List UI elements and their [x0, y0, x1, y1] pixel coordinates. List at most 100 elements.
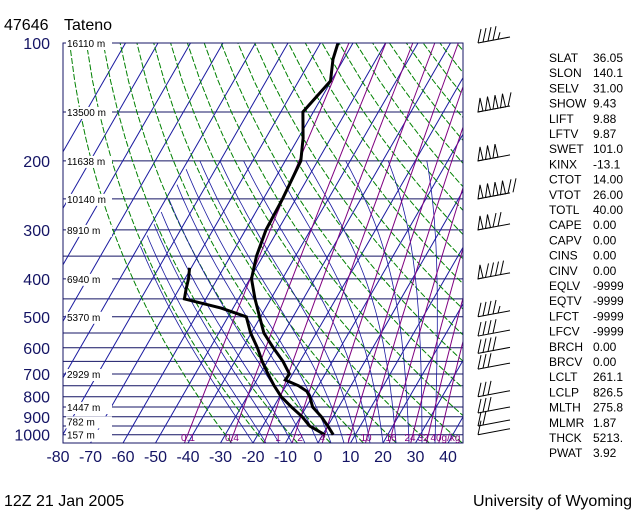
- mixing-ratio-line: [365, 125, 463, 443]
- index-brch-key: BRCH: [549, 340, 583, 354]
- height-label-bg: [66, 224, 112, 237]
- isotherm--40: [187, 43, 419, 443]
- dry-adiabat: [237, 43, 463, 362]
- mixing-ratio-label: 0.4: [225, 433, 239, 444]
- wind-barb-full: [482, 321, 487, 336]
- wind-barb-full: [487, 380, 492, 395]
- isotherm--90: [63, 43, 256, 379]
- temperature-tick-label: -10: [274, 449, 297, 466]
- temperature-tick-label: -30: [209, 449, 232, 466]
- index-lftv-key: LFTV: [549, 127, 578, 141]
- index-lclp-key: LCLP: [549, 385, 579, 399]
- index-cins-key: CINS: [549, 249, 578, 263]
- wind-barb-half: [497, 32, 501, 40]
- temperature-tick-label: 10: [342, 449, 360, 466]
- index-lftv-value: 9.87: [593, 127, 617, 141]
- wind-barb-full: [477, 354, 482, 370]
- index-mlmr-key: MLMR: [549, 416, 585, 430]
- dry-adiabat: [271, 43, 463, 310]
- pressure-label: 700: [23, 367, 50, 384]
- mixing-ratio-label: 2: [297, 433, 303, 444]
- wind-barb-full: [500, 260, 504, 275]
- isotherm--30: [220, 43, 451, 443]
- index-swet-key: SWET: [549, 142, 584, 156]
- pressure-label: 500: [23, 310, 50, 327]
- index-eqlv-value: -9999: [593, 279, 624, 293]
- wind-barb: [477, 380, 511, 398]
- height-label-bg: [66, 311, 112, 324]
- dry-adiabat: [170, 43, 430, 443]
- index-mlth-key: MLTH: [549, 401, 581, 415]
- index-ctot-value: 14.00: [593, 173, 623, 187]
- wind-barb-full: [497, 212, 502, 227]
- index-brch-value: 0.00: [593, 340, 617, 354]
- isotherm-30: [415, 359, 463, 443]
- temperature-profile: [249, 43, 340, 436]
- isotherm--20: [252, 76, 463, 443]
- wind-barb-staff: [477, 406, 511, 414]
- isotherm--120: [63, 43, 159, 210]
- wind-barbs: [477, 26, 517, 436]
- station-id: 47646: [4, 17, 49, 34]
- index-cape-key: CAPE: [549, 218, 582, 232]
- dry-adiabat: [153, 43, 397, 443]
- moist-adiabat: [219, 160, 358, 443]
- height-label-bg: [66, 273, 112, 286]
- temperature-tick-label: -20: [241, 449, 264, 466]
- wind-barb-full: [492, 299, 497, 315]
- wind-barb-full: [507, 92, 512, 107]
- dry-adiabat: [186, 43, 463, 443]
- wind-barb-flag: [492, 181, 499, 197]
- height-label: 5370 m: [67, 313, 100, 324]
- isotherm-0: [317, 189, 463, 443]
- index-swet-value: 101.0: [593, 142, 623, 156]
- mixing-ratio-line: [438, 339, 463, 443]
- height-label: 1447 m: [67, 403, 100, 414]
- height-label-bg: [66, 429, 112, 442]
- mixing-ratio-line: [321, 43, 459, 443]
- wind-barb-full: [492, 26, 497, 41]
- index-lfcv-key: LFCV: [549, 325, 580, 339]
- wind-barb: [477, 299, 511, 318]
- height-label-bg: [66, 369, 112, 382]
- temperature-tick-label: -40: [176, 449, 199, 466]
- height-label: 13500 m: [67, 108, 106, 119]
- index-selv-key: SELV: [549, 81, 579, 95]
- mixing-ratio-label: 4: [319, 433, 325, 444]
- wind-barb: [477, 396, 511, 414]
- mixing-ratio-line: [347, 85, 463, 443]
- mixing-ratio-label: 32: [417, 433, 429, 444]
- wind-barb-full: [482, 354, 487, 369]
- moist-adiabat: [153, 223, 280, 443]
- wind-barb-full: [482, 338, 487, 353]
- pressure-label: 600: [23, 341, 50, 358]
- height-label: 16110 m: [67, 39, 105, 50]
- wind-barb-full: [487, 337, 492, 352]
- index-brcv-value: 0.00: [593, 355, 617, 369]
- moist-adiabat: [146, 235, 267, 443]
- station-name: Tateno: [64, 17, 112, 34]
- wind-barb: [477, 212, 511, 231]
- index-eqlv-key: EQLV: [549, 279, 580, 293]
- isotherm--80: [63, 43, 289, 436]
- height-label: 10140 m: [67, 195, 106, 206]
- index-selv-value: 31.00: [593, 81, 623, 95]
- isotherm--100: [63, 43, 224, 323]
- index-vtot-key: VTOT: [549, 188, 581, 202]
- index-mlth-value: 275.8: [593, 401, 623, 415]
- height-label-bg: [66, 106, 112, 119]
- wind-barb-full: [487, 27, 492, 42]
- mixing-ratio-line: [410, 246, 463, 443]
- index-thck-key: THCK: [549, 431, 582, 445]
- index-pwat-value: 3.92: [593, 446, 617, 460]
- height-label-bg: [66, 402, 112, 415]
- temperature-tick-label: 20: [374, 449, 392, 466]
- index-brcv-key: BRCV: [549, 355, 582, 369]
- wind-barb-full: [492, 319, 497, 334]
- index-thck-value: 5213.: [593, 431, 623, 445]
- mixing-ratio-line: [425, 296, 463, 443]
- dry-adiabat: [220, 43, 463, 389]
- index-show-key: SHOW: [549, 97, 587, 111]
- mixing-ratio-label: 16: [385, 433, 397, 444]
- isotherm--10: [285, 133, 463, 443]
